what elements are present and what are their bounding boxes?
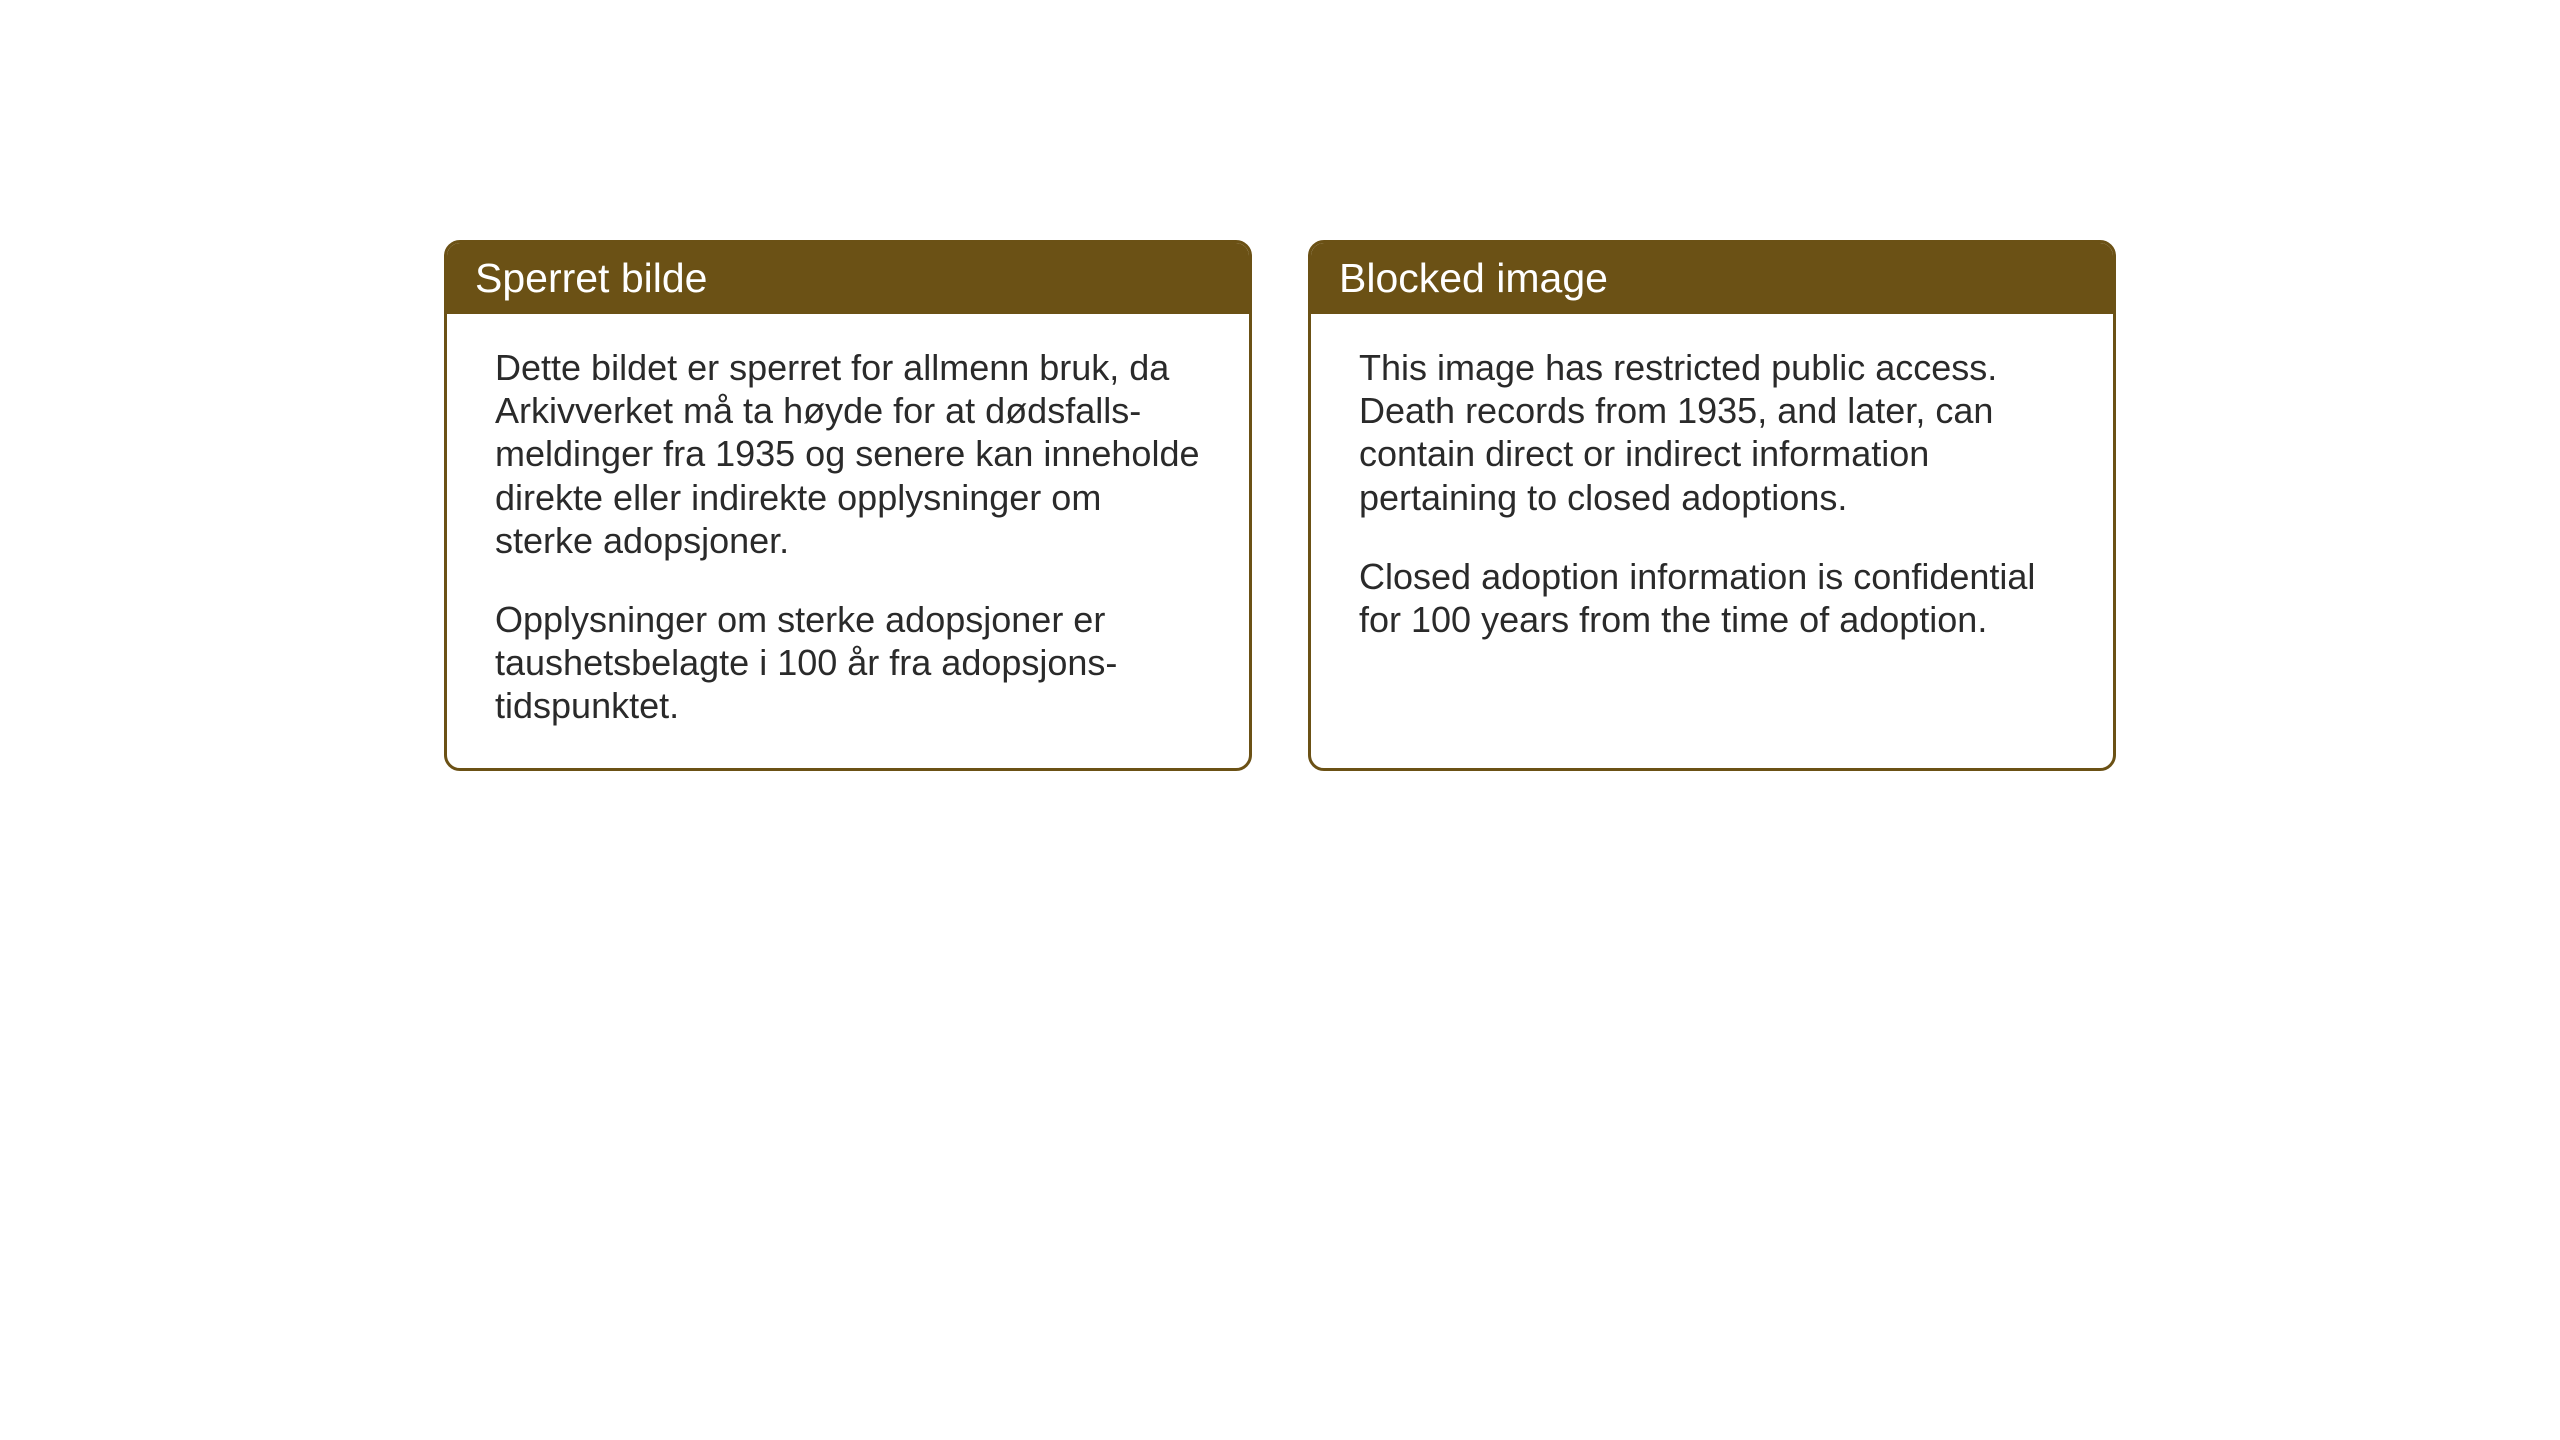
card-body: This image has restricted public access.… xyxy=(1311,314,2113,751)
card-norwegian: Sperret bilde Dette bildet er sperret fo… xyxy=(444,240,1252,771)
card-paragraph-2: Closed adoption information is confident… xyxy=(1359,555,2065,641)
card-english: Blocked image This image has restricted … xyxy=(1308,240,2116,771)
card-body: Dette bildet er sperret for allmenn bruk… xyxy=(447,314,1249,768)
card-paragraph-1: Dette bildet er sperret for allmenn bruk… xyxy=(495,346,1201,562)
cards-container: Sperret bilde Dette bildet er sperret fo… xyxy=(444,240,2116,771)
card-title: Sperret bilde xyxy=(475,255,707,301)
card-header: Blocked image xyxy=(1311,243,2113,314)
card-title: Blocked image xyxy=(1339,255,1608,301)
card-paragraph-1: This image has restricted public access.… xyxy=(1359,346,2065,519)
card-header: Sperret bilde xyxy=(447,243,1249,314)
card-paragraph-2: Opplysninger om sterke adopsjoner er tau… xyxy=(495,598,1201,728)
